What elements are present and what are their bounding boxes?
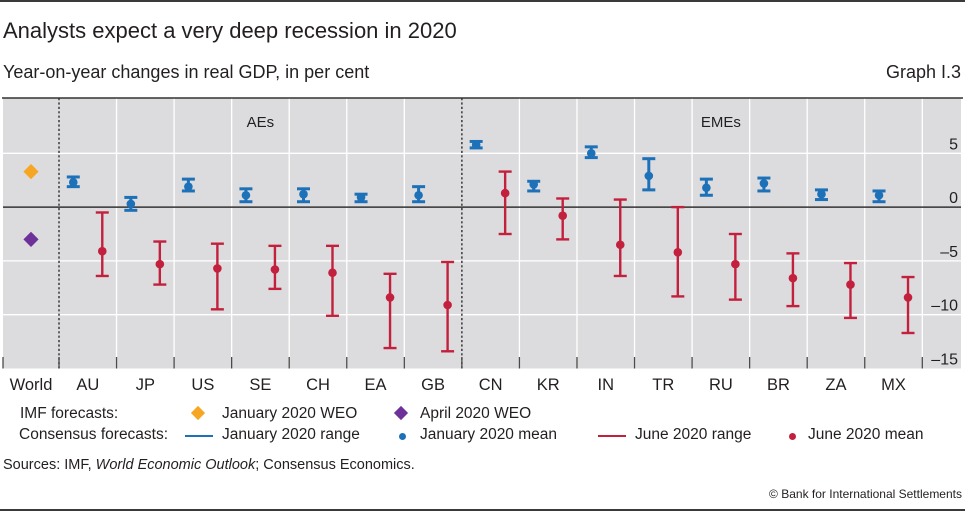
x-category-label-gb: GB (421, 376, 445, 394)
x-category-label-se: SE (249, 376, 271, 394)
january-2020-mean-dot-ru (702, 183, 711, 193)
june-2020-mean-dot-in (615, 240, 625, 250)
january-2020-mean-dot-mx (874, 190, 884, 200)
january-2020-mean-dot-jp (126, 199, 136, 209)
x-category-label-za: ZA (825, 376, 846, 394)
x-category-label-cn: CN (479, 376, 503, 394)
x-category-label-kr: KR (537, 376, 560, 394)
june-2020-mean-dot-gb (443, 300, 452, 310)
january-2020-mean-dot-ea (356, 193, 366, 202)
june-2020-mean-dot-au (97, 246, 107, 256)
x-category-label-ru: RU (709, 376, 733, 394)
y-tick-label: –15 (931, 352, 958, 369)
x-category-label-au: AU (76, 376, 99, 394)
legend-label-jun-mean: June 2020 mean (808, 426, 924, 443)
june-2020-mean-dot-se (270, 265, 280, 274)
january-2020-mean-dot-za (817, 189, 826, 199)
june-2020-mean-dot-kr (558, 211, 568, 221)
june-2020-range-bar-za (843, 261, 857, 320)
y-tick-label: 0 (949, 190, 958, 207)
sources-italic-title: World Economic Outlook (95, 457, 256, 473)
january-2020-weo-diamond-world (23, 163, 39, 180)
january-2020-mean-dot-tr (644, 171, 654, 181)
chart-title: Analysts expect a very deep recession in… (3, 18, 457, 43)
x-category-label-mx: MX (881, 376, 906, 394)
legend-dot-icon-jan-mean (398, 432, 406, 440)
june-2020-mean-dot-us (213, 264, 222, 273)
legend-label-jan-weo: January 2020 WEO (222, 405, 358, 422)
legend-label-jan-mean: January 2020 mean (420, 426, 558, 443)
y-tick-label: –5 (940, 244, 958, 261)
x-category-label-ch: CH (306, 376, 330, 394)
january-2020-mean-dot-in (586, 149, 596, 158)
top-rule (0, 0, 965, 2)
january-2020-mean-dot-us (184, 182, 193, 191)
sources-note: Sources: IMF, World Economic Outlook; Co… (3, 457, 415, 474)
group-label-aes: AEs (247, 114, 275, 131)
june-2020-mean-dot-jp (155, 259, 165, 269)
legend-line-icon-jan-range (185, 434, 213, 438)
chart-subtitle: Year-on-year changes in real GDP, in per… (3, 62, 370, 82)
copyright-notice: © Bank for International Settlements (769, 487, 962, 501)
june-2020-mean-dot-br (788, 273, 798, 283)
june-2020-mean-dot-ru (731, 259, 740, 269)
june-2020-mean-dot-cn (500, 188, 510, 198)
graph-id: Graph I.3 (885, 62, 961, 82)
legend-diamond-icon-jan-weo (190, 405, 206, 420)
x-category-label-world: World (10, 376, 53, 394)
june-2020-mean-dot-tr (673, 247, 683, 257)
june-2020-range-bar-ch (325, 244, 339, 317)
y-tick-label: –10 (931, 298, 958, 315)
legend-label-jan-range: January 2020 range (222, 426, 360, 443)
plot-background (3, 98, 961, 369)
june-2020-range-bar-ea (383, 272, 397, 350)
june-2020-range-bar-us (210, 242, 224, 311)
june-2020-range-bar-cn (498, 170, 512, 236)
june-2020-mean-dot-ea (385, 293, 395, 302)
group-label-emes: EMEs (701, 114, 741, 131)
april-2020-weo-diamond-world (23, 231, 39, 247)
legend-group-imf: IMF forecasts: (20, 405, 119, 422)
january-2020-mean-dot-br (759, 179, 769, 188)
legend-label-apr-weo: April 2020 WEO (420, 405, 532, 422)
june-2020-range-bar-mx (901, 275, 915, 335)
sources-suffix: ; Consensus Economics. (255, 457, 415, 473)
january-2020-mean-dot-au (68, 178, 78, 187)
sources-prefix: Sources: IMF, (3, 457, 96, 473)
x-category-label-tr: TR (652, 376, 674, 394)
chart-plot: 5 0 –5 –10 –15 World AU JP US SE CH EA GB CN KR IN TR RU B… (2, 97, 963, 394)
january-2020-mean-dot-se (241, 190, 251, 200)
legend-label-jun-range: June 2020 range (635, 426, 752, 443)
legend-dot-icon-jun-mean (788, 432, 796, 440)
january-2020-mean-dot-ch (299, 189, 308, 199)
x-category-label-us: US (191, 376, 214, 394)
june-2020-mean-dot-mx (903, 293, 913, 302)
x-category-label-br: BR (767, 376, 790, 394)
x-category-label-jp: JP (136, 376, 155, 394)
x-category-label-ea: EA (365, 376, 387, 394)
june-2020-mean-dot-ch (328, 268, 337, 278)
legend-line-icon-jun-range (598, 434, 626, 438)
june-2020-range-bar-in (613, 198, 627, 278)
january-2020-mean-dot-gb (414, 190, 423, 200)
june-2020-mean-dot-za (846, 280, 855, 289)
legend-group-consensus: Consensus forecasts: (19, 426, 169, 443)
bottom-rule (0, 509, 965, 511)
legend-diamond-icon-apr-weo (393, 405, 409, 420)
january-2020-mean-dot-kr (529, 180, 539, 189)
y-tick-label: 5 (949, 136, 958, 153)
x-category-label-in: IN (598, 376, 615, 394)
january-2020-mean-dot-cn (471, 140, 481, 149)
june-2020-range-bar-au (95, 211, 109, 278)
